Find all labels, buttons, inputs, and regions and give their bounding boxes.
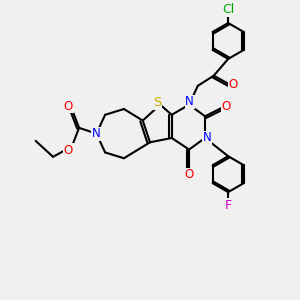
Text: N: N <box>185 95 194 108</box>
Text: O: O <box>221 100 230 112</box>
Text: O: O <box>64 100 73 112</box>
Text: S: S <box>153 96 161 109</box>
Text: O: O <box>184 168 193 181</box>
Text: Cl: Cl <box>222 3 234 16</box>
Text: N: N <box>92 127 101 140</box>
Text: O: O <box>64 144 73 157</box>
Text: F: F <box>225 199 232 212</box>
Text: N: N <box>203 131 212 145</box>
Text: O: O <box>229 79 238 92</box>
